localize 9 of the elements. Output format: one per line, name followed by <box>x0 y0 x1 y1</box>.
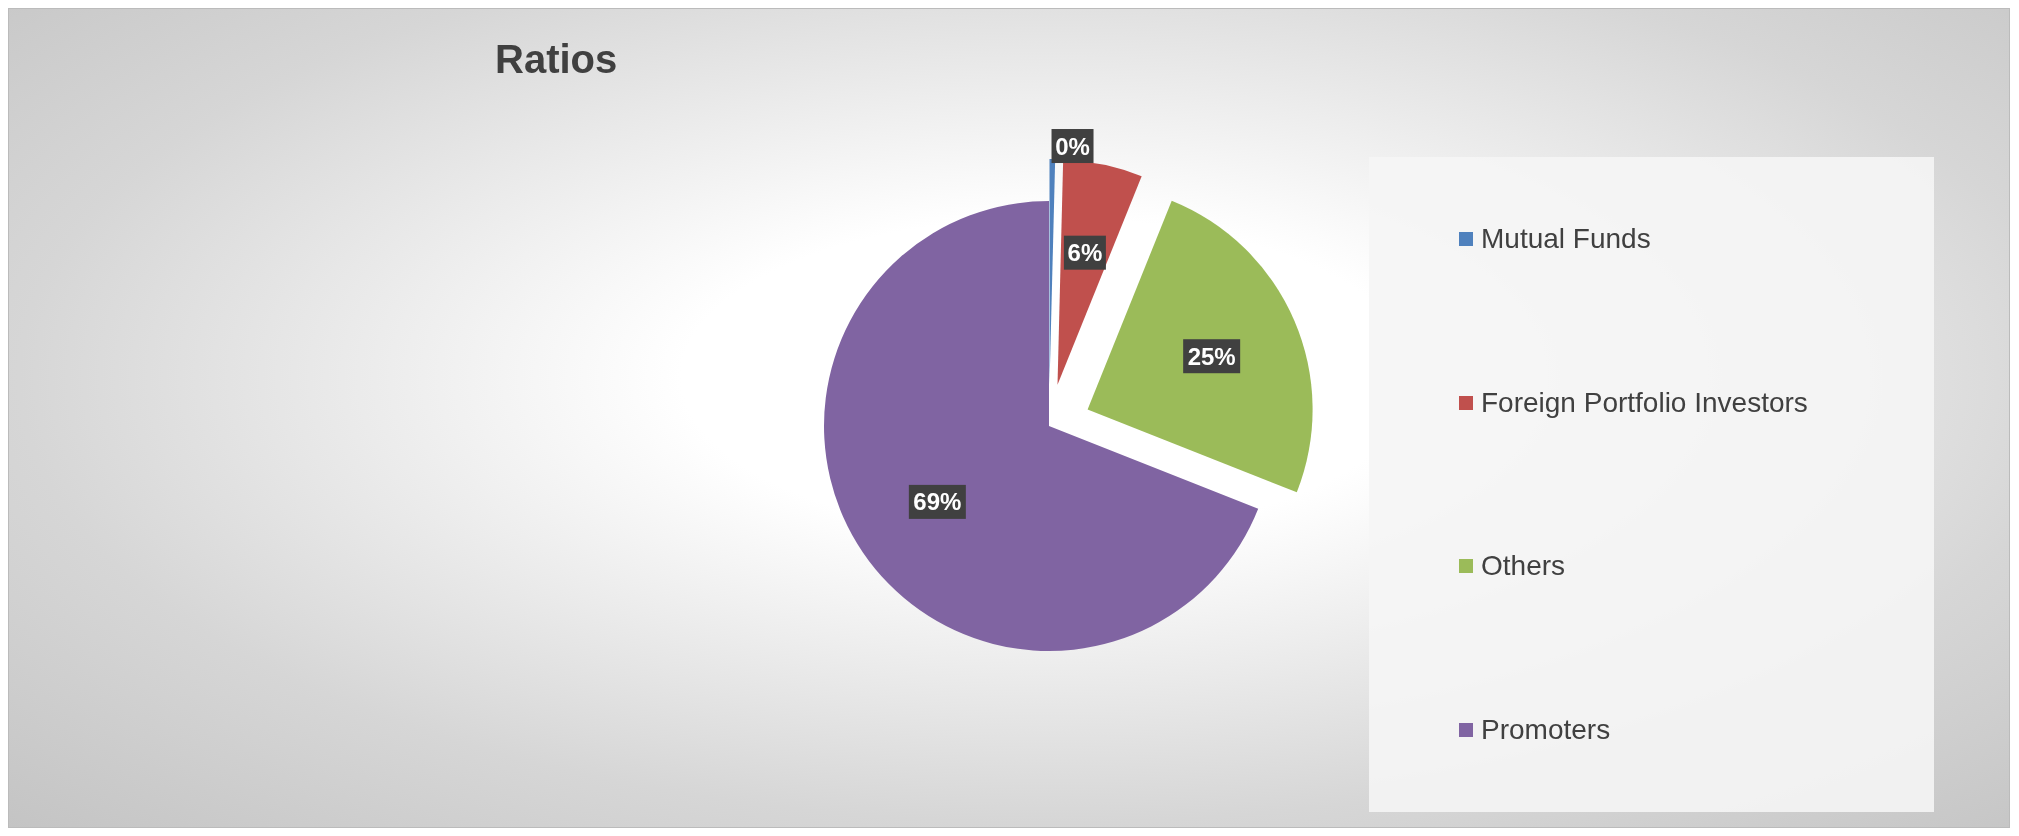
data-label: 25% <box>1187 342 1236 370</box>
data-label: 0% <box>1055 132 1090 160</box>
chart-title: Ratios <box>495 37 618 82</box>
data-label: 6% <box>1067 239 1103 267</box>
legend-label: Promoters <box>1481 714 1611 747</box>
legend-label: Others <box>1481 550 1566 583</box>
legend-label: Foreign Portfolio Investors <box>1481 386 1808 419</box>
data-label: 69% <box>913 488 962 516</box>
legend-label: Mutual Funds <box>1481 222 1651 255</box>
